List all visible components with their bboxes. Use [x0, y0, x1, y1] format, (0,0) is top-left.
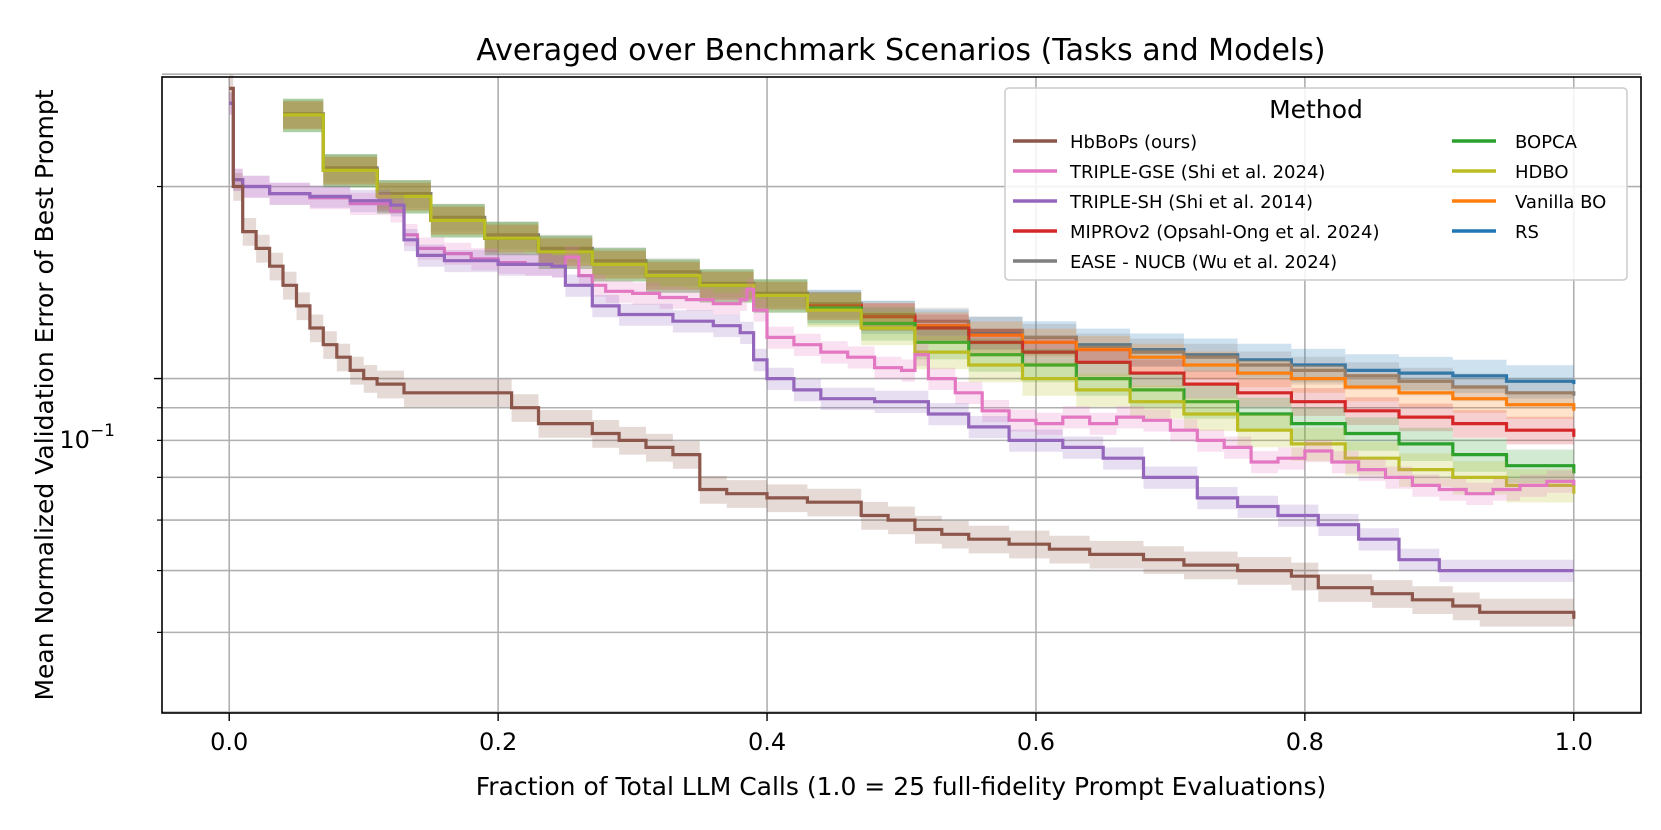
y-tick-label-base: 10: [59, 426, 90, 454]
series-triple-sh-shi-et-al-2014: [229, 101, 1574, 573]
y-tick-label-exponent: −1: [90, 421, 115, 441]
legend-label-hbbops: HbBoPs (ours): [1070, 132, 1197, 153]
legend-label-hdbo: HDBO: [1515, 162, 1569, 183]
series-hbbops-ours: [229, 86, 1576, 619]
band-ease-nucb-wu-et-al-2024: [283, 100, 1574, 410]
chart-title: Averaged over Benchmark Scenarios (Tasks…: [476, 33, 1325, 68]
legend-label-bopca: BOPCA: [1515, 132, 1578, 153]
series-group: [229, 74, 1576, 634]
y-axis-label: Mean Normalized Validation Error of Best…: [30, 89, 59, 700]
x-tick-label: 0.8: [1286, 728, 1324, 756]
legend-label-triple-gse: TRIPLE-GSE (Shi et al. 2024): [1069, 162, 1325, 183]
legend-label-miprov2: MIPROv2 (Opsahl-Ong et al. 2024): [1070, 222, 1380, 243]
legend-label-triple-sh: TRIPLE-SH (Shi et al. 2014): [1069, 192, 1313, 213]
x-axis-label: Fraction of Total LLM Calls (1.0 = 25 fu…: [476, 772, 1327, 801]
x-tick-label: 0.0: [210, 728, 248, 756]
x-tick-label: 1.0: [1555, 728, 1593, 756]
plot-frame: [161, 76, 1642, 714]
legend-title: Method: [1269, 95, 1363, 124]
y-tick-label-major: 10−1: [59, 421, 115, 454]
x-tick-label: 0.6: [1017, 728, 1055, 756]
legend-label-vanilla-bo: Vanilla BO: [1515, 192, 1606, 213]
band-bopca: [283, 98, 1574, 491]
series-triple-gse-shi-et-al-2024: [229, 101, 1576, 496]
x-tick-label: 0.2: [479, 728, 517, 756]
legend: Method HbBoPs (ours) TRIPLE-GSE (Shi et …: [1004, 87, 1628, 281]
series-hdbo: [283, 113, 1576, 494]
legend-label-ease-nucb: EASE - NUCB (Wu et al. 2024): [1070, 252, 1337, 273]
axis-ticks: 0.0 0.2 0.4 0.6 0.8 1.0: [154, 185, 1593, 756]
x-tick-label: 0.4: [748, 728, 786, 756]
legend-label-rs: RS: [1515, 222, 1539, 243]
